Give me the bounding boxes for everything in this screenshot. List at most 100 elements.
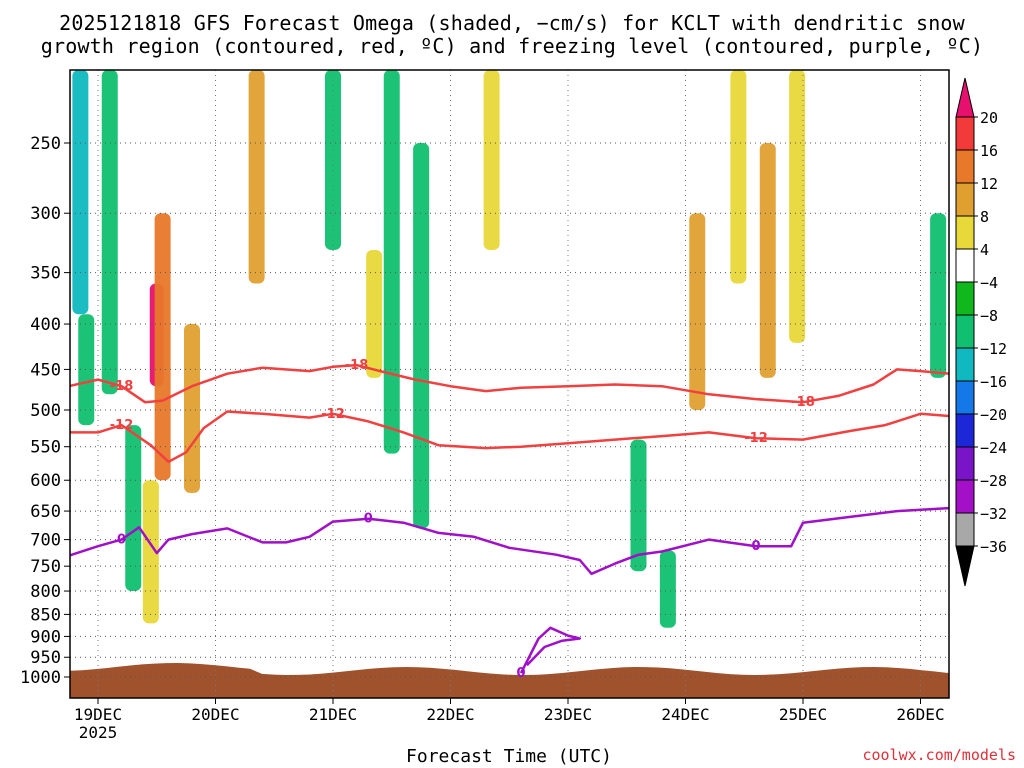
y-tick-label: 800 bbox=[30, 582, 61, 602]
colorbar-segment bbox=[955, 446, 975, 481]
x-tick-label: 23DEC bbox=[544, 705, 592, 724]
colorbar-segment bbox=[955, 413, 975, 448]
colorbar-segment bbox=[955, 347, 975, 382]
x-axis: 19DEC 20DEC 21DEC 22DEC 23DEC 24DEC 25DEC 26DEC… bbox=[74, 698, 945, 742]
y-tick-label: 950 bbox=[30, 648, 61, 668]
x-tick-label: 20DEC bbox=[191, 705, 239, 724]
omega-cell bbox=[78, 314, 95, 426]
temperature-contours: -18 -18 -18 -12 -12 -12 0 0 0 0 bbox=[70, 358, 949, 681]
contour-label: -18 bbox=[110, 379, 134, 394]
omega-cell bbox=[101, 70, 118, 395]
colorbar-segment bbox=[955, 281, 975, 316]
chart-title-line-1: 2025121818 GFS Forecast Omega (shaded, −… bbox=[59, 11, 965, 35]
omega-cell bbox=[248, 70, 265, 284]
contour-label: -18 bbox=[345, 358, 369, 373]
contour-line bbox=[70, 410, 949, 464]
plot-frame bbox=[69, 69, 950, 699]
omega-cell bbox=[383, 70, 400, 454]
contour-line bbox=[70, 506, 949, 576]
x-tick-label: 22DEC bbox=[426, 705, 474, 724]
contour-label: 0 bbox=[751, 539, 760, 554]
contour-label: 0 bbox=[364, 512, 373, 527]
colorbar-label: 20 bbox=[980, 109, 998, 127]
colorbar-segment bbox=[955, 314, 975, 349]
colorbar-label: −4 bbox=[980, 274, 998, 292]
x-axis-title: Forecast Time (UTC) bbox=[406, 746, 612, 767]
omega-cell bbox=[413, 143, 430, 529]
y-tick-label: 900 bbox=[30, 627, 61, 647]
contour-label: -12 bbox=[110, 418, 134, 433]
colorbar-label: 16 bbox=[980, 142, 998, 160]
colorbar-segment bbox=[955, 182, 975, 217]
y-tick-label: 600 bbox=[30, 471, 61, 491]
contour-label: 0 bbox=[516, 666, 525, 681]
omega-cell bbox=[930, 213, 947, 378]
colorbar-segment bbox=[955, 380, 975, 415]
colorbar-top-arrow bbox=[955, 77, 975, 118]
terrain-fill bbox=[70, 663, 949, 698]
colorbar-label: 8 bbox=[980, 208, 989, 226]
x-year-label: 2025 bbox=[79, 723, 118, 742]
omega-cell bbox=[789, 70, 806, 343]
colorbar-segment bbox=[955, 149, 975, 184]
y-tick-label: 500 bbox=[30, 401, 61, 421]
omega-cell bbox=[154, 213, 171, 481]
colorbar-segment bbox=[955, 215, 975, 250]
colorbar-segment bbox=[955, 116, 975, 151]
colorbar-segment bbox=[955, 248, 975, 283]
y-tick-label: 400 bbox=[30, 315, 61, 335]
colorbar-label: −16 bbox=[980, 373, 1007, 391]
omega-cell bbox=[366, 249, 383, 378]
y-tick-label: 550 bbox=[30, 438, 61, 458]
omega-cell bbox=[325, 70, 341, 250]
colorbar: 20 16 12 8 4 −4 −8 −12 −16 −20 −24 −28 −32 −36 bbox=[955, 77, 1007, 587]
omega-cell bbox=[483, 70, 500, 250]
x-tick-label: 19DEC bbox=[74, 705, 122, 724]
colorbar-label: −8 bbox=[980, 307, 998, 325]
colorbar-label: −28 bbox=[980, 472, 1007, 490]
omega-cell bbox=[72, 70, 89, 315]
contour-label: 0 bbox=[117, 533, 126, 548]
x-tick-label: 24DEC bbox=[661, 705, 709, 724]
y-tick-label: 750 bbox=[30, 557, 61, 577]
omega-cell bbox=[730, 70, 747, 284]
contour-line bbox=[519, 626, 582, 674]
colorbar-segment bbox=[955, 512, 975, 547]
contour-line bbox=[70, 363, 949, 404]
colorbar-segment bbox=[955, 479, 975, 514]
y-tick-label: 850 bbox=[30, 605, 61, 625]
y-tick-label: 700 bbox=[30, 531, 61, 551]
contour-label: -12 bbox=[744, 431, 768, 446]
x-tick-label: 26DEC bbox=[896, 705, 944, 724]
y-tick-label: 1000 bbox=[20, 668, 61, 688]
x-tick-label: 21DEC bbox=[309, 705, 357, 724]
y-tick-label: 250 bbox=[30, 134, 61, 154]
omega-cell bbox=[125, 425, 142, 592]
y-tick-label: 450 bbox=[30, 360, 61, 380]
colorbar-label: −12 bbox=[980, 340, 1007, 358]
colorbar-label: 4 bbox=[980, 241, 989, 259]
contour-label: -18 bbox=[791, 395, 815, 410]
omega-cell bbox=[759, 143, 776, 378]
omega-cell bbox=[630, 439, 647, 572]
terrain-ground bbox=[70, 663, 949, 698]
x-tick-label: 25DEC bbox=[779, 705, 827, 724]
colorbar-label: −36 bbox=[980, 538, 1007, 556]
contour-label: -12 bbox=[321, 407, 345, 422]
colorbar-label: −24 bbox=[980, 439, 1007, 457]
colorbar-label: −20 bbox=[980, 406, 1007, 424]
chart-title-line-2: growth region (contoured, red, ºC) and f… bbox=[40, 34, 984, 58]
y-tick-label: 650 bbox=[30, 502, 61, 522]
y-tick-label: 300 bbox=[30, 204, 61, 224]
y-axis: 2503003504004505005506006507007508008509… bbox=[20, 134, 70, 688]
colorbar-label: −32 bbox=[980, 505, 1007, 523]
colorbar-bottom-arrow bbox=[955, 545, 975, 587]
y-tick-label: 350 bbox=[30, 264, 61, 284]
colorbar-label: 12 bbox=[980, 175, 998, 193]
omega-cell bbox=[184, 324, 200, 493]
credit-text: coolwx.com/models bbox=[862, 746, 1016, 764]
omega-cell bbox=[659, 550, 676, 628]
omega-cell bbox=[689, 213, 706, 410]
omega-cell bbox=[142, 480, 159, 624]
